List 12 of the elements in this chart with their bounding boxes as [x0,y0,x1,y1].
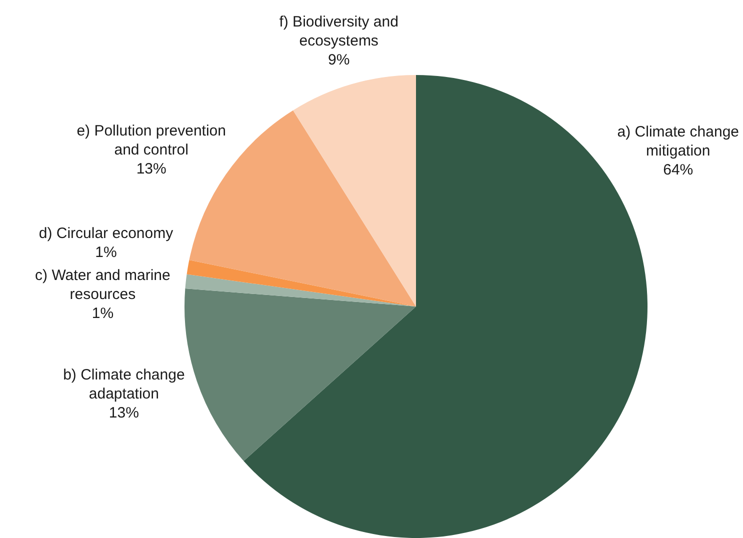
slice-label: f) Biodiversity and ecosystems [279,13,398,50]
data-label: 1% [92,304,114,322]
data-label: 64% [663,161,694,178]
slice-label: b) Climate change adaptation [63,366,185,403]
data-label: 13% [136,160,166,178]
slice-label: e) Pollution prevention and control [76,122,226,158]
slice-label: c) Water and marine resources [35,266,170,303]
slice-label: d) Circular economy [38,224,174,242]
data-label: 9% [328,51,350,68]
data-label: 13% [108,404,139,422]
slice-label: a) Climate change mitigation [617,123,740,160]
data-label: 1% [95,244,117,261]
